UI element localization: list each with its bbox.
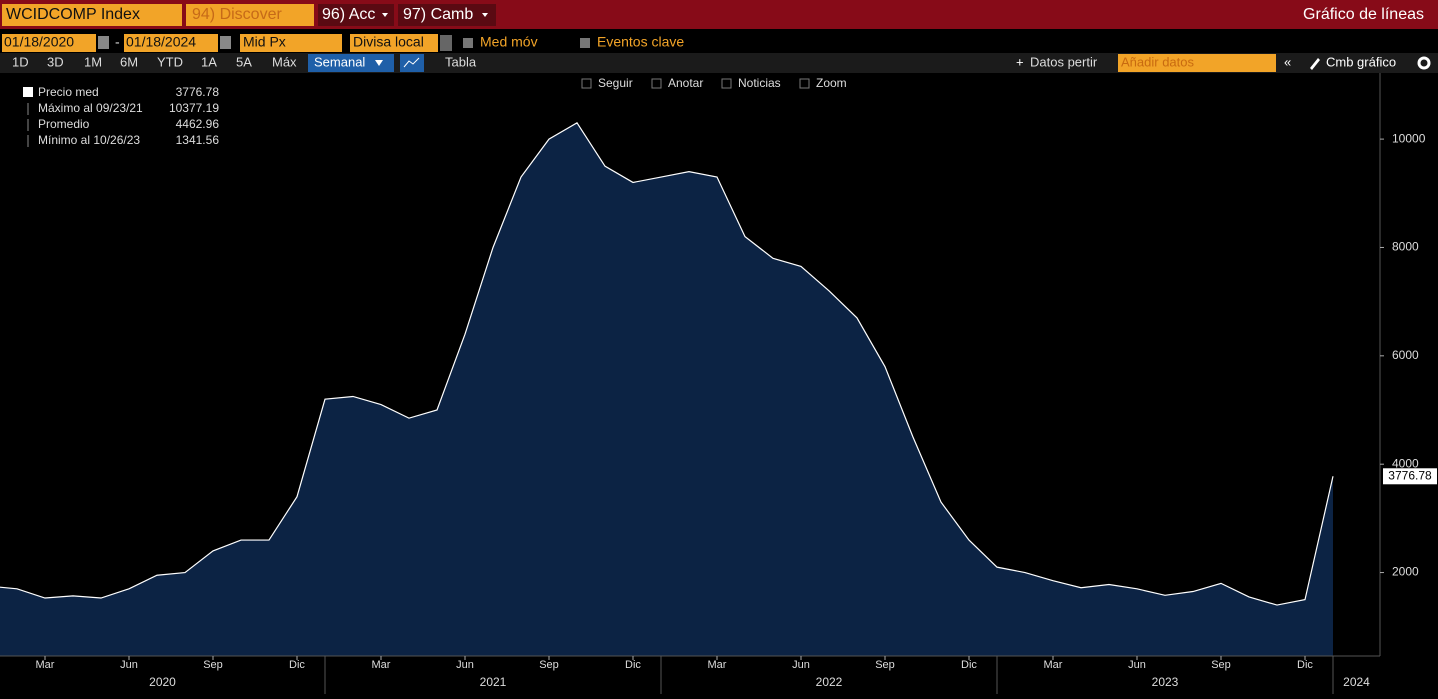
frequency-button[interactable] — [308, 54, 394, 72]
y-tick-label: 2000 — [1392, 565, 1419, 579]
legend-value: 3776.78 — [176, 85, 220, 99]
edit-button[interactable]: Cmb gráfico — [1326, 54, 1396, 69]
tool-icon — [721, 78, 732, 89]
checkbox[interactable] — [463, 38, 473, 48]
x-tick-label: Jun — [792, 659, 810, 671]
currency: Divisa local — [353, 34, 424, 50]
date-field[interactable] — [124, 34, 218, 52]
x-tick-label: Sep — [1211, 659, 1231, 671]
tool-icon — [581, 78, 592, 89]
moving-average: Med móv — [480, 34, 538, 50]
legend-swatch — [23, 87, 33, 97]
calendar-icon[interactable] — [220, 36, 231, 49]
line — [0, 122, 1334, 606]
x-tick-label: Sep — [875, 659, 895, 671]
period-button[interactable]: YTD — [157, 54, 183, 69]
legend-box — [4, 82, 224, 152]
legend-value: 1341.56 — [176, 133, 220, 147]
y-tick-label: 6000 — [1392, 348, 1419, 362]
period-button[interactable]: Máx — [272, 54, 297, 69]
security: WCIDCOMP Index — [6, 6, 140, 23]
legend-label: Precio med — [38, 85, 99, 99]
x-tick-label: Sep — [203, 659, 223, 671]
tool-button[interactable]: Anotar — [668, 76, 703, 90]
x-tick-label: Dic — [289, 659, 305, 671]
menu-button[interactable] — [186, 4, 314, 26]
legend-label: Promedio — [38, 117, 90, 131]
year-label: 2020 — [149, 675, 176, 689]
year-label: 2023 — [1152, 675, 1179, 689]
security-field[interactable] — [2, 4, 182, 26]
tool-icon — [799, 78, 810, 89]
x-tick-label: Dic — [1297, 659, 1313, 671]
tool-button[interactable]: Seguir — [598, 76, 633, 90]
legend-label: Mínimo al 10/26/23 — [38, 133, 140, 147]
collapse-icon[interactable]: « — [1284, 54, 1291, 69]
date-field[interactable] — [2, 34, 96, 52]
table-button[interactable]: Tabla — [445, 54, 477, 69]
currency-select[interactable] — [350, 34, 438, 52]
legend-value: 4462.96 — [176, 117, 220, 131]
pencil-icon — [1310, 58, 1320, 70]
split-button[interactable]: Datos pertir — [1030, 54, 1098, 69]
plus-icon: + — [1016, 54, 1024, 69]
dropdown-arrow — [375, 60, 383, 66]
x-tick-label: Sep — [539, 659, 559, 671]
y-tick-label: 4000 — [1392, 456, 1419, 470]
dropdown-arrow — [482, 13, 488, 17]
date-sep: - — [115, 34, 120, 50]
x-tick-label: Mar — [708, 659, 727, 671]
field: Mid Px — [243, 34, 286, 50]
dropdown[interactable] — [440, 35, 452, 51]
add-data-field[interactable] — [1118, 54, 1276, 72]
y-tick-label: 10000 — [1392, 131, 1426, 145]
settings-icon[interactable] — [1417, 56, 1431, 70]
menu-button[interactable] — [398, 4, 496, 26]
period-button[interactable]: 5A — [236, 54, 252, 69]
period-button[interactable]: 1M — [84, 54, 102, 69]
x-tick-label: Jun — [1128, 659, 1146, 671]
start-date: 01/18/2020 — [4, 34, 74, 50]
x-tick-label: Jun — [456, 659, 474, 671]
tool-icon — [651, 78, 662, 89]
add-data: Añadir datos — [1121, 54, 1194, 69]
menu: 97) Camb — [403, 6, 473, 23]
frequency: Semanal — [314, 54, 365, 69]
x-tick-label: Mar — [372, 659, 391, 671]
period-button[interactable]: 1A — [201, 54, 217, 69]
x-tick-label: Jun — [120, 659, 138, 671]
key-events: Eventos clave — [597, 34, 684, 50]
legend-label: Máximo al 09/23/21 — [38, 101, 143, 115]
tool-button[interactable]: Noticias — [738, 76, 781, 90]
chart-icon — [403, 57, 420, 68]
last-value-box — [1383, 468, 1437, 485]
calendar-icon[interactable] — [98, 36, 109, 49]
menu: 94) Discover — [192, 6, 282, 23]
area — [0, 122, 1333, 656]
field-select[interactable] — [240, 34, 342, 52]
dropdown-arrow — [382, 13, 388, 17]
x-tick-label: Dic — [961, 659, 977, 671]
year-label: 2024 — [1343, 675, 1370, 689]
legend-value: 10377.19 — [169, 101, 219, 115]
x-tick-label: Dic — [625, 659, 641, 671]
y-tick-label: 8000 — [1392, 240, 1419, 254]
period-button[interactable]: 3D — [47, 54, 64, 69]
view-title: Gráfico de líneas — [1303, 6, 1424, 23]
tool-button[interactable]: Zoom — [816, 76, 847, 90]
period-button[interactable]: 6M — [120, 54, 138, 69]
menu: 96) Acc — [322, 6, 375, 23]
last-value-label: 3776.78 — [1388, 468, 1432, 482]
year-label: 2021 — [480, 675, 507, 689]
end-date: 01/18/2024 — [126, 34, 196, 50]
period-button[interactable]: 1D — [12, 54, 29, 69]
year-label: 2022 — [816, 675, 843, 689]
x-tick-label: Mar — [1044, 659, 1063, 671]
x-tick-label: Mar — [36, 659, 55, 671]
menu-button[interactable] — [318, 4, 394, 26]
checkbox[interactable] — [580, 38, 590, 48]
